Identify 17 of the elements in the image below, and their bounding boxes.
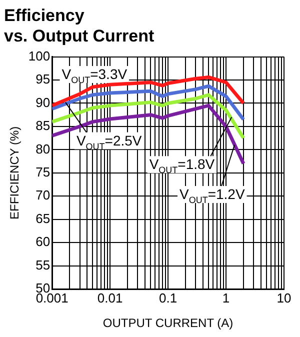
y-tick-label: 85 [36,118,50,134]
y-tick-label: 80 [36,141,50,156]
y-tick-label: 95 [36,72,50,87]
x-axis-title: OUTPUT CURRENT (A) [102,316,234,330]
y-tick-label: 70 [36,188,50,203]
y-tick-label: 75 [36,164,50,180]
x-tick-label: 0.01 [97,290,123,306]
y-tick-label: 55 [36,257,50,272]
x-tick-label: 1 [222,290,230,306]
y-tick-label: 90 [36,94,50,110]
chart-title: Efficiency vs. Output Current [4,6,155,46]
y-axis-title: EFFICIENCY (%) [8,126,22,220]
x-tick-label: 0.1 [159,290,178,306]
x-tick-label: 10 [276,290,292,306]
y-tick-label: 60 [36,234,50,250]
y-tick-label: 65 [36,210,50,226]
y-tick-label: 100 [28,48,50,64]
